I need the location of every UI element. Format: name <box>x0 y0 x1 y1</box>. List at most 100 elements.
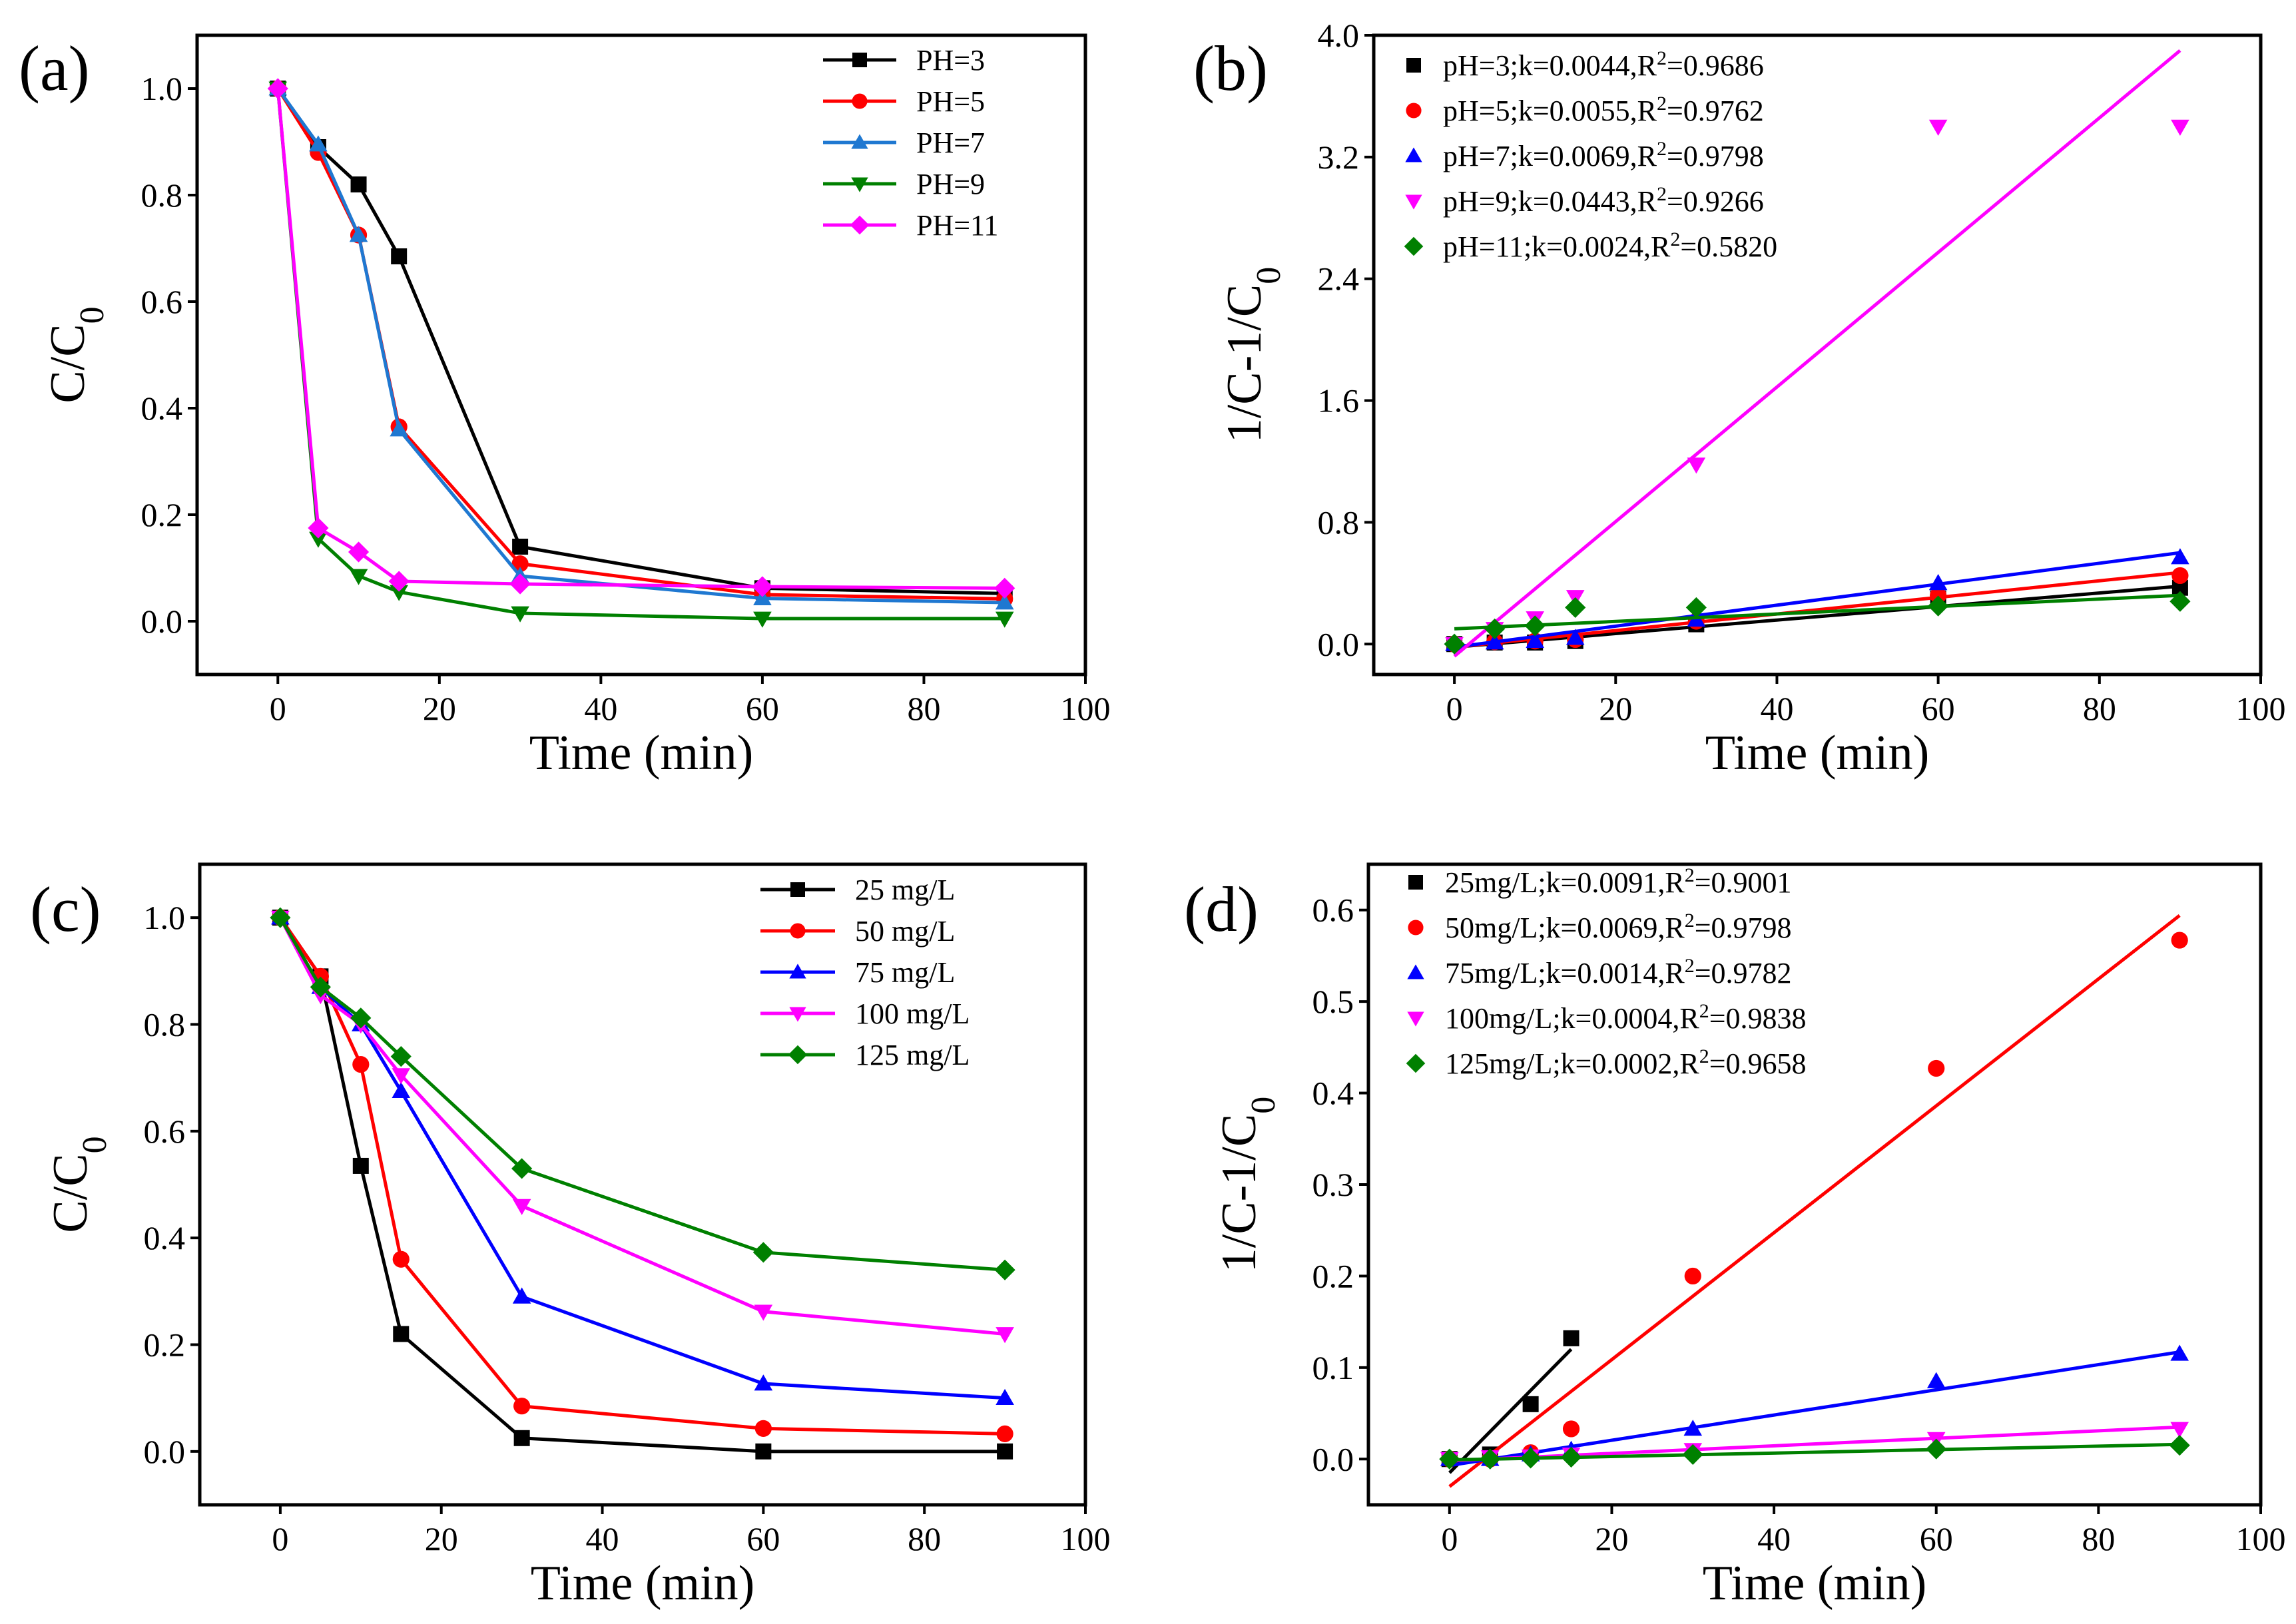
legend-marker <box>1406 103 1422 119</box>
legend-marker <box>790 882 805 897</box>
y-tick-label: 0.4 <box>144 1219 186 1256</box>
data-point <box>755 1443 772 1460</box>
legend-label-text: PH=3 <box>916 44 985 77</box>
legend-marker <box>850 215 870 235</box>
data-point <box>1928 119 1948 136</box>
legend-label: 125mg/L;k=0.0002,R2=0.9658 <box>1445 1045 1807 1081</box>
data-point <box>352 1056 370 1073</box>
data-point <box>388 571 410 592</box>
legend-item: pH=7;k=0.0069,R2=0.9798 <box>1405 138 1764 173</box>
series-4 <box>268 81 1014 628</box>
legend-label-text: pH=11;k=0.0024,R <box>1443 230 1671 263</box>
y-axis-title: 1/C-1/C0 <box>1212 1097 1283 1272</box>
legend-marker <box>789 963 806 979</box>
data-point <box>392 1081 411 1099</box>
legend-marker <box>789 1007 806 1022</box>
data-point <box>1682 1444 1703 1466</box>
series-1 <box>272 910 1013 1460</box>
legend-marker <box>1405 194 1422 210</box>
data-point <box>997 1443 1013 1460</box>
y-tick-label: 0.0 <box>144 1433 186 1470</box>
legend-label-superscript: 2 <box>1685 955 1695 977</box>
legend: 25 mg/L 50 mg/L 75 mg/L 100 mg/L 125 mg/L <box>760 874 970 1071</box>
legend-label: pH=3;k=0.0044,R2=0.9686 <box>1443 47 1764 83</box>
legend-label: PH=9 <box>916 168 985 200</box>
fit-line <box>1449 1442 2180 1462</box>
legend-label-superscript: 2 <box>1685 910 1695 932</box>
legend-label: 50 mg/L <box>855 915 955 947</box>
legend-label-tail: =0.9762 <box>1667 95 1764 127</box>
y-tick-label: 0.4 <box>1312 1075 1354 1112</box>
legend-label-text: 125mg/L;k=0.0002,R <box>1445 1047 1699 1080</box>
x-tick-label: 60 <box>746 690 779 727</box>
data-point <box>2171 567 2189 585</box>
y-axis-title-subscript: 0 <box>1250 267 1288 284</box>
data-point <box>393 1326 410 1342</box>
data-point <box>350 176 367 192</box>
legend-label-text: 25mg/L;k=0.0091,R <box>1445 866 1685 899</box>
chart-panel-3: (c) 0 20 40 60 80 100 0.0 0.2 0.4 0.6 0.8 1.0 Time (m… <box>30 862 1111 1611</box>
data-point <box>2169 591 2191 612</box>
x-tick-label: 0 <box>270 690 286 727</box>
series-1 <box>1446 579 2188 653</box>
legend-label: 25 mg/L <box>855 874 955 906</box>
data-point <box>512 1199 531 1215</box>
data-point <box>310 976 331 997</box>
data-point <box>1926 1438 1947 1460</box>
legend-label-text: 25 mg/L <box>855 874 955 906</box>
legend-item: PH=3 <box>823 44 985 77</box>
y-tick-label: 0.2 <box>144 1326 186 1364</box>
data-point <box>513 1430 530 1446</box>
legend-label: pH=7;k=0.0069,R2=0.9798 <box>1443 138 1764 173</box>
data-point <box>1522 1396 1539 1412</box>
legend-label-superscript: 2 <box>1657 93 1667 115</box>
legend-label: pH=9;k=0.0443,R2=0.9266 <box>1443 183 1764 218</box>
data-point <box>753 611 772 628</box>
data-point <box>2171 548 2189 565</box>
data-point <box>1560 1446 1582 1468</box>
x-tick-label: 0 <box>1446 690 1463 727</box>
legend-label-text: PH=11 <box>916 209 998 242</box>
x-axis-title: Time (min) <box>529 726 753 780</box>
y-tick-label: 3.2 <box>1318 138 1360 176</box>
data-point <box>513 1398 531 1415</box>
data-point <box>1687 457 1706 474</box>
series-2 <box>1441 914 2188 1488</box>
data-point <box>390 420 408 437</box>
legend-label-text: PH=7 <box>916 127 985 159</box>
panel-label: (c) <box>30 874 101 945</box>
y-tick-label: 0.6 <box>141 283 183 320</box>
legend-label: 100 mg/L <box>855 997 970 1030</box>
legend-label-superscript: 2 <box>1657 138 1667 160</box>
legend-marker <box>1405 147 1422 162</box>
y-tick-label: 0.1 <box>1312 1349 1354 1386</box>
data-point <box>1928 595 1949 617</box>
chart-panel-1: (a) 0 20 40 60 80 100 0.0 0.2 0.4 0.6 0.8 1.0 Time (m… <box>19 33 1111 780</box>
fit-line <box>1449 1350 2180 1468</box>
legend-label-text: PH=5 <box>916 85 985 118</box>
y-tick-label: 0.6 <box>144 1113 186 1150</box>
legend-label-tail: =0.9798 <box>1695 912 1792 944</box>
legend-item: 125 mg/L <box>760 1039 970 1071</box>
legend-label: PH=11 <box>916 209 998 242</box>
legend-label: 50mg/L;k=0.0069,R2=0.9798 <box>1445 910 1792 945</box>
x-tick-label: 20 <box>1599 690 1632 727</box>
legend-label-text: pH=3;k=0.0044,R <box>1443 49 1657 82</box>
data-point <box>1685 597 1707 619</box>
legend-marker <box>851 134 868 149</box>
legend: PH=3 PH=5 PH=7 PH=9 PH=11 <box>823 44 998 242</box>
x-tick-label: 0 <box>1441 1520 1458 1557</box>
data-point <box>308 517 329 539</box>
series-5 <box>1439 1435 2190 1470</box>
legend-item: PH=7 <box>823 127 985 159</box>
data-point <box>2171 119 2189 136</box>
legend-label-superscript: 2 <box>1699 1000 1709 1022</box>
legend-item: pH=11;k=0.0024,R2=0.5820 <box>1404 228 1777 263</box>
legend-label-tail: =0.9001 <box>1695 866 1792 899</box>
legend-item: 50mg/L;k=0.0069,R2=0.9798 <box>1408 910 1792 945</box>
series-line <box>276 87 1005 595</box>
fit-line <box>1454 584 2181 649</box>
legend-item: PH=11 <box>823 209 998 242</box>
data-point <box>350 1007 372 1029</box>
